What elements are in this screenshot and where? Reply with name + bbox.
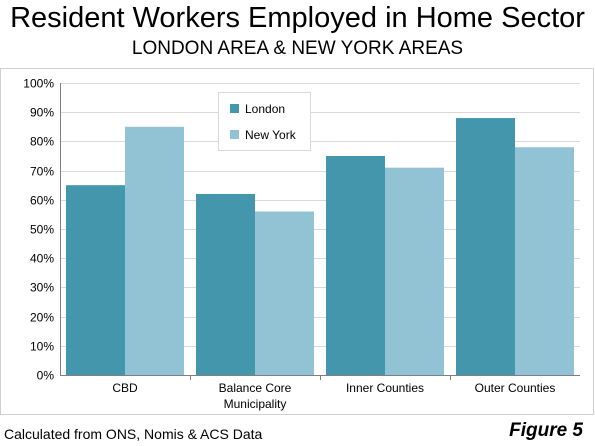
bar-london: [66, 185, 125, 375]
x-tick-label: Inner Counties: [346, 381, 424, 395]
y-tick-label: 90%: [30, 106, 54, 120]
y-tick-label: 80%: [30, 135, 54, 149]
y-tick-label: 50%: [30, 223, 54, 237]
bar-london: [326, 156, 385, 375]
bar-london: [196, 193, 255, 375]
chart-subtitle: LONDON AREA & NEW YORK AREAS: [131, 38, 464, 59]
y-tick-label: 60%: [30, 194, 54, 208]
legend-swatch: [230, 130, 239, 139]
bar-new-york: [385, 167, 444, 375]
legend: London New York: [218, 92, 311, 151]
y-tick-label: 10%: [30, 340, 54, 354]
chart-title: Resident Workers Employed in Home Sector: [10, 2, 585, 34]
bar-new-york: [515, 147, 574, 375]
x-tick-label: Balance Core Municipality: [219, 381, 292, 411]
y-tick-label: 70%: [30, 165, 54, 179]
legend-label: London: [245, 102, 285, 116]
figure-label: Figure 5: [509, 420, 583, 441]
bar-new-york: [125, 126, 184, 375]
bar-new-york: [255, 211, 314, 375]
y-tick-label: 30%: [30, 281, 54, 295]
y-tick-label: 20%: [30, 311, 54, 325]
bar-london: [456, 118, 515, 375]
plot-area-border: [0, 68, 594, 415]
legend-label: New York: [245, 128, 297, 142]
axes: 0% 10% 20% 30% 40% 50% 60% 70% 80% 90% 100% CBD Bala…: [23, 77, 580, 411]
y-tick-label: 40%: [30, 252, 54, 266]
x-tick-label: Outer Counties: [475, 381, 556, 395]
x-tick-label: CBD: [112, 381, 138, 395]
legend-swatch: [230, 104, 239, 113]
y-tick-label: 100%: [23, 77, 54, 91]
legend-box: [218, 92, 311, 151]
source-note: Calculated from ONS, Nomis & ACS Data: [4, 426, 263, 442]
y-tick-label: 0%: [37, 369, 55, 383]
bars: [66, 118, 574, 375]
